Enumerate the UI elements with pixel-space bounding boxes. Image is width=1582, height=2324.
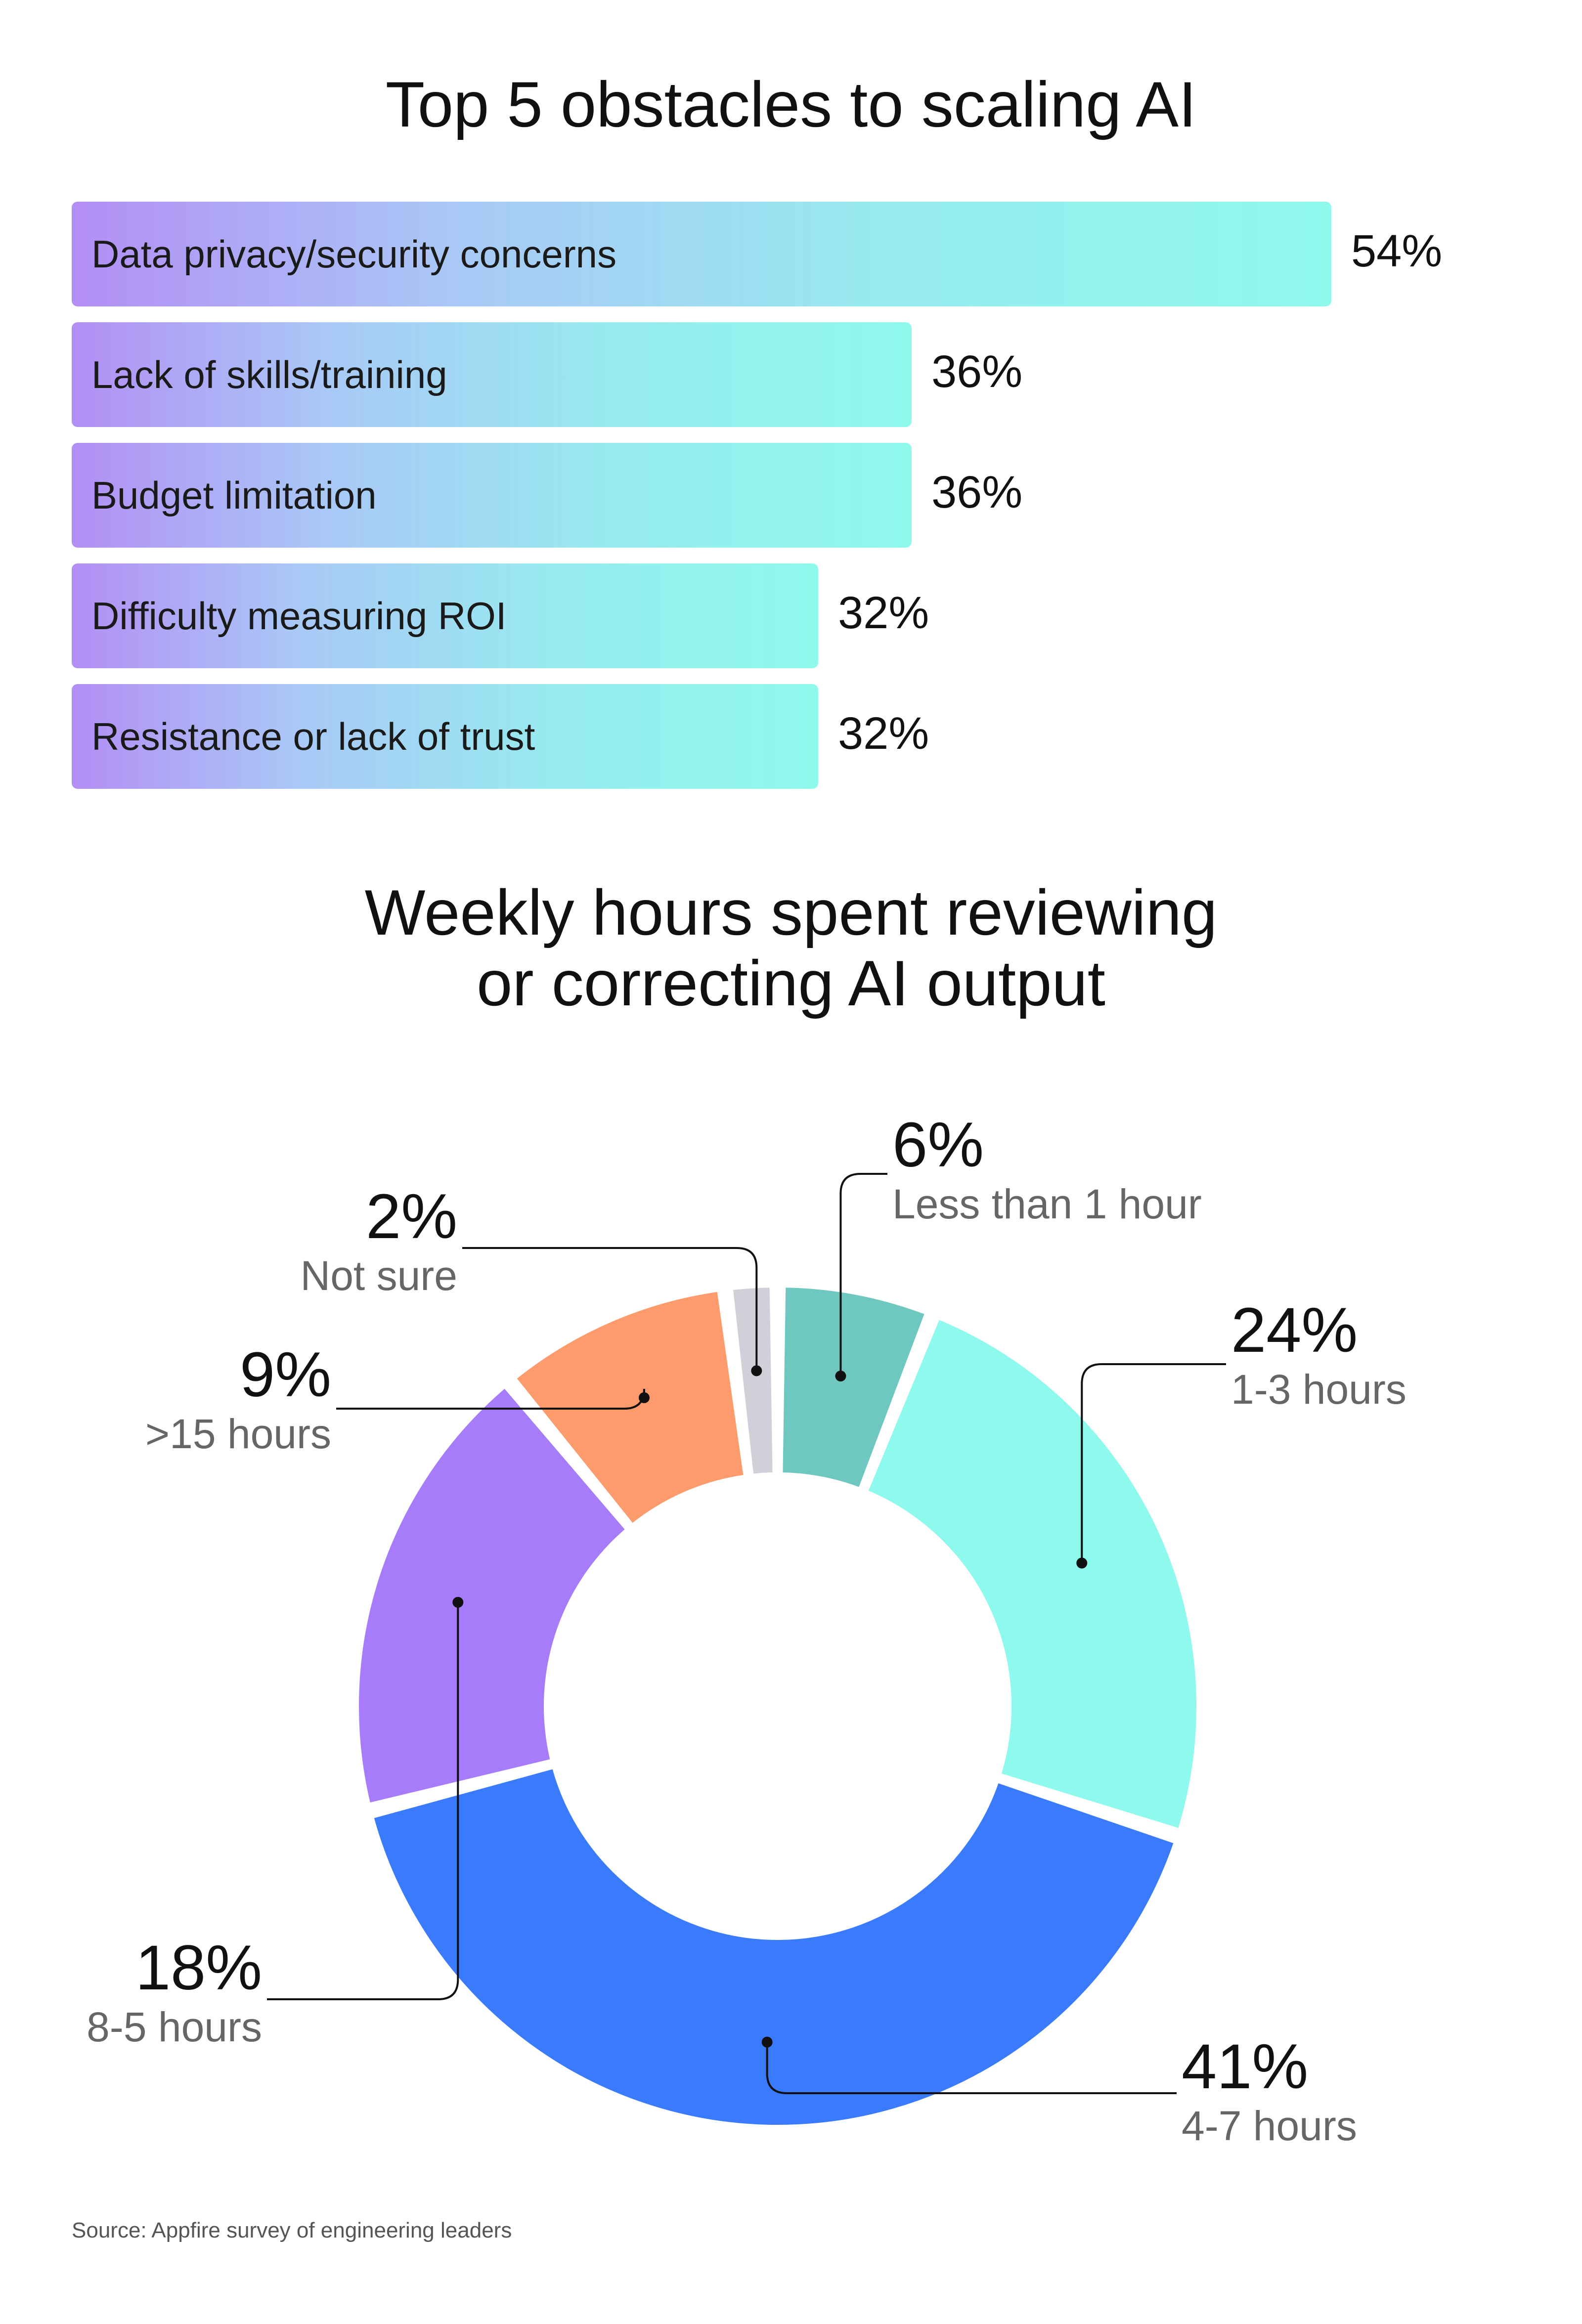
donut-slice [356, 1385, 628, 1806]
leader-line [1081, 1363, 1226, 1563]
bar-category-label: Difficulty measuring ROI [91, 594, 507, 638]
slice-value-label: 2% [366, 1181, 457, 1252]
leader-line [462, 1247, 758, 1371]
bar-value-label: 32% [838, 588, 929, 638]
leader-line [267, 1602, 459, 2000]
slice-category-label: 8-5 hours [87, 2004, 262, 2050]
bar-value-label: 36% [931, 467, 1023, 517]
bar-category-label: Resistance or lack of trust [91, 715, 535, 758]
source-note: Source: Appfire survey of engineering le… [72, 2218, 512, 2242]
slice-category-label: Not sure [301, 1252, 457, 1299]
slice-value-label: 6% [892, 1110, 984, 1180]
bar-value-label: 54% [1351, 226, 1443, 276]
donut-slice [371, 1766, 1177, 2128]
donut-slice [865, 1316, 1199, 1831]
bar-category-label: Budget limitation [91, 473, 377, 517]
slice-category-label: Less than 1 hour [892, 1181, 1202, 1227]
slice-category-label: 4-7 hours [1182, 2103, 1357, 2149]
bar [72, 202, 1331, 306]
donut-slice [780, 1285, 928, 1491]
bar-value-label: 32% [838, 708, 929, 759]
bar [72, 684, 818, 789]
bar-category-label: Data privacy/security concerns [91, 232, 617, 276]
bar [72, 443, 912, 548]
bar-chart-title: Top 5 obstacles to scaling AI [385, 68, 1197, 140]
bar [72, 322, 912, 427]
donut-slice [730, 1285, 776, 1477]
slice-category-label: >15 hours [145, 1411, 331, 1457]
bar [72, 563, 818, 668]
leader-line [839, 1173, 887, 1377]
bar-category-label: Lack of skills/training [91, 353, 447, 396]
leader-line [766, 2042, 1177, 2094]
slice-value-label: 9% [240, 1339, 331, 1410]
slice-value-label: 24% [1231, 1295, 1358, 1366]
bar-value-label: 36% [931, 346, 1023, 397]
slice-category-label: 1-3 hours [1231, 1366, 1406, 1413]
donut-title-line-1: Weekly hours spent reviewing [364, 876, 1218, 948]
donut-chart-title: Weekly hours spent reviewing or correcti… [0, 877, 1582, 1019]
slice-value-label: 18% [135, 1933, 262, 2003]
leader-line [336, 1388, 645, 1410]
slice-value-label: 41% [1182, 2031, 1308, 2102]
donut-title-line-2: or correcting AI output [477, 947, 1105, 1019]
